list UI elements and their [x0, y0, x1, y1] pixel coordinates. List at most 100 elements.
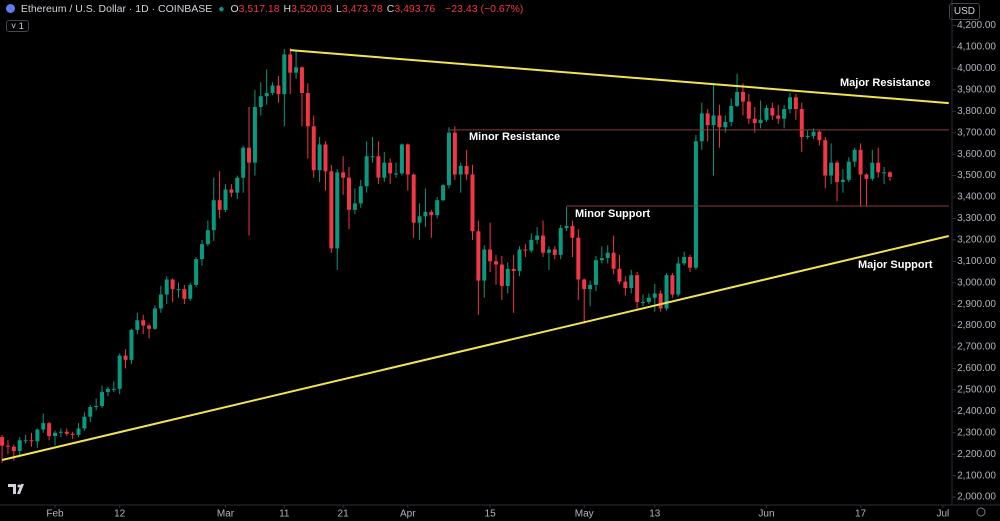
candle-body — [299, 67, 304, 94]
candle-body — [535, 235, 540, 240]
ohlc-key: C — [386, 3, 395, 15]
candle-body — [200, 244, 204, 260]
candle-body — [100, 392, 105, 406]
candle-body — [164, 279, 169, 295]
candle-body — [152, 308, 157, 329]
candle-body — [394, 173, 399, 175]
candle-body — [593, 260, 598, 285]
y-tick-label: 3,800.00 — [957, 106, 996, 117]
candle-body — [264, 93, 269, 97]
ohlc-value: 3,520.03 — [291, 3, 333, 15]
ohlc-value: 3,493.76 — [394, 3, 436, 15]
currency-button[interactable]: USD — [948, 3, 980, 20]
candle-body — [276, 85, 281, 95]
candle-body — [488, 249, 493, 262]
candle-body — [776, 115, 781, 119]
candle-body — [705, 113, 710, 126]
candle-body — [64, 431, 69, 434]
candle-body — [811, 131, 816, 136]
ohlc-value: 3,473.78 — [341, 3, 383, 15]
candle-body — [176, 289, 181, 291]
candle-body — [247, 147, 252, 163]
candle-body — [205, 230, 210, 245]
candle-body — [223, 189, 228, 210]
candle-body — [882, 172, 887, 174]
x-tick-label: Feb — [46, 509, 64, 520]
candle-body — [376, 156, 381, 178]
candle-body — [870, 162, 875, 179]
candle-body — [511, 268, 516, 271]
x-tick-label: Jun — [758, 509, 774, 520]
x-tick-label: 17 — [855, 509, 867, 520]
candle-body — [641, 302, 645, 304]
candle-body — [47, 423, 52, 436]
candle-body — [740, 91, 745, 102]
candle-body — [111, 388, 116, 390]
candle-body — [682, 257, 687, 264]
candle-body — [429, 211, 434, 216]
candle-body — [117, 355, 122, 389]
candle-body — [352, 203, 357, 210]
candle-body — [252, 106, 257, 163]
candle-body — [258, 96, 263, 107]
candle-body — [623, 281, 628, 289]
candle-body — [840, 179, 845, 182]
candle-body — [646, 297, 651, 303]
y-tick-label: 2,300.00 — [957, 427, 996, 438]
candle-body — [852, 149, 857, 162]
candle-body — [758, 119, 763, 124]
candle-body — [817, 131, 822, 141]
candle-body — [699, 113, 704, 142]
candle-body — [835, 162, 840, 182]
candle-body — [570, 225, 575, 238]
candle-body — [270, 85, 275, 94]
candle-body — [864, 174, 869, 179]
candle-body — [70, 433, 75, 435]
candle-body — [76, 428, 81, 435]
candle-body — [846, 161, 851, 180]
candle-body — [123, 355, 128, 360]
candle-body — [411, 174, 416, 223]
legend: Ethereum / U.S. Dollar · 1D · COINBASE ●… — [6, 3, 526, 15]
interval-button[interactable]: ˅ 1 — [6, 20, 29, 32]
y-tick-label: 4,000.00 — [957, 63, 996, 74]
candle-body — [658, 293, 663, 309]
candle-body — [441, 185, 446, 201]
candle-body — [523, 249, 528, 251]
candle-body — [529, 239, 534, 251]
candle-body — [788, 97, 792, 110]
candle-body — [211, 200, 216, 231]
candle-body — [188, 284, 193, 299]
candle-body — [829, 162, 834, 176]
annotation-label: Major Support — [858, 259, 933, 271]
candle-body — [241, 147, 246, 178]
candle-body — [141, 320, 146, 326]
candle-body — [423, 211, 428, 217]
candle-body — [58, 431, 63, 433]
ohlc: O3,517.18 H3,520.03 L3,473.78 C3,493.76 — [231, 3, 440, 15]
candle-body — [405, 144, 410, 175]
candle-body — [17, 440, 22, 451]
candle-body — [229, 189, 234, 193]
x-tick-label: Jul — [936, 509, 949, 520]
candle-body — [711, 115, 716, 126]
candle-body — [41, 423, 46, 430]
y-tick-label: 2,700.00 — [957, 342, 996, 353]
candle-body — [664, 275, 669, 309]
candle-body — [494, 261, 498, 265]
candle-body — [605, 252, 610, 259]
candle-body — [105, 388, 110, 393]
candle-body — [364, 156, 369, 187]
candle-body — [5, 445, 10, 447]
symbol-icon — [6, 4, 15, 13]
candle-body — [782, 109, 787, 119]
settings-icon[interactable] — [976, 507, 986, 517]
candle-body — [793, 97, 798, 110]
candle-body — [482, 249, 487, 281]
candle-body — [564, 225, 569, 229]
y-tick-label: 3,000.00 — [957, 277, 996, 288]
candle-body — [129, 329, 134, 360]
candle-body — [652, 293, 657, 298]
candle-body — [599, 258, 604, 261]
